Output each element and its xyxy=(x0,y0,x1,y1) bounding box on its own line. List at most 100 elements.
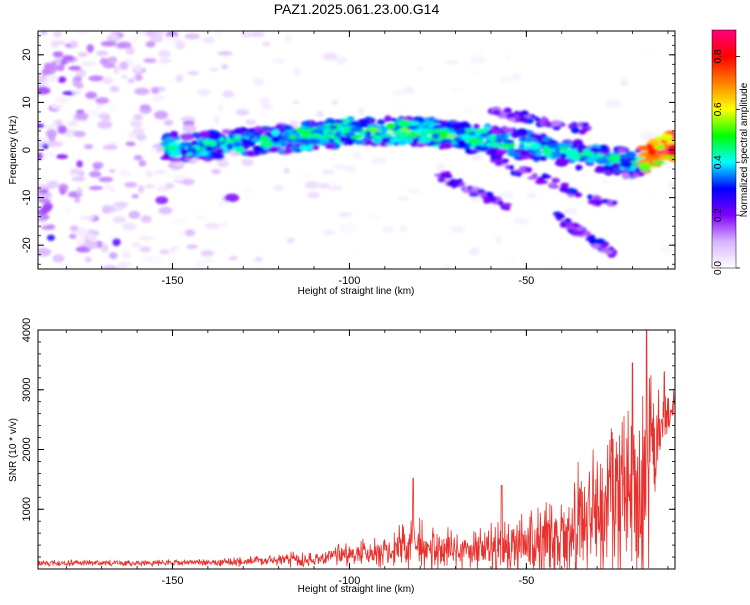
spectrogram-cell xyxy=(100,40,117,47)
spectrogram-cell xyxy=(250,31,265,38)
spectrogram-cell xyxy=(133,155,143,161)
spectrogram-cell xyxy=(179,133,192,141)
spectrogram-cell xyxy=(483,125,491,131)
spectrogram-cell xyxy=(415,66,425,73)
spectrogram-cell xyxy=(300,174,311,179)
spectrogram-cell xyxy=(271,129,280,137)
spectrogram-cell xyxy=(595,157,610,165)
spectrogram-cell xyxy=(595,165,605,172)
snr-y-tick-label: 1000 xyxy=(21,497,33,521)
spectrogram-cell xyxy=(215,31,223,39)
spectrogram-cell xyxy=(75,112,89,121)
spectrogram-cell xyxy=(133,126,145,136)
spectrogram-cell xyxy=(147,256,163,266)
spectrogram-cell xyxy=(435,163,446,172)
spectrogram-cell xyxy=(551,150,562,159)
spectrogram-cell xyxy=(99,57,109,66)
spectrogram-cell xyxy=(86,43,94,53)
spectrogram-cell xyxy=(174,40,186,50)
spectrogram-y-label: Frequency (Hz) xyxy=(8,116,19,185)
spectrogram-cell xyxy=(38,188,49,194)
snr-x-label: Height of straight line (km) xyxy=(298,584,415,595)
spectrogram-cell xyxy=(127,78,135,84)
spectrogram-cell xyxy=(125,141,136,147)
spectrogram-cell xyxy=(367,214,381,220)
spectrogram-cell xyxy=(245,150,256,157)
spectrogram-cell xyxy=(133,31,148,36)
spectrogram-cell xyxy=(261,103,274,110)
spectrogram-cell xyxy=(122,54,137,59)
spectrogram-cell xyxy=(146,146,158,154)
snr-x-tick-label: -100 xyxy=(338,575,360,587)
spectrogram-cell xyxy=(623,156,636,162)
spectrogram-cell xyxy=(511,73,522,81)
spectrogram-cell xyxy=(259,97,270,106)
spectrogram-cell xyxy=(222,90,235,98)
spectrogram-cell xyxy=(352,247,363,255)
spectrogram-cell xyxy=(38,198,52,204)
spectrogram-y-tick-label: 0 xyxy=(21,147,33,153)
spectrogram-cell xyxy=(343,131,356,137)
spectrogram-cell xyxy=(100,244,109,253)
spectrogram-cell xyxy=(384,115,392,123)
spectrogram-cell xyxy=(202,36,215,44)
spectrogram-cell xyxy=(245,119,257,126)
spectrogram-cell xyxy=(292,67,302,77)
spectrogram-cell xyxy=(500,160,508,164)
spectrogram-cell xyxy=(98,193,111,200)
spectrogram-cell xyxy=(109,168,116,173)
spectrogram-cell xyxy=(468,247,480,256)
spectrogram-cell xyxy=(57,76,67,83)
spectrogram-cell xyxy=(498,190,515,200)
spectrogram-cell xyxy=(467,189,478,194)
spectrogram-cell xyxy=(601,179,611,185)
spectrogram-cells xyxy=(38,31,675,269)
spectrogram-cell xyxy=(380,137,391,144)
spectrogram-cell xyxy=(476,192,487,197)
spectrogram-cell xyxy=(520,166,526,173)
spectrogram-cell xyxy=(432,124,443,130)
spectrogram-cell xyxy=(308,133,323,139)
spectrogram-cell xyxy=(153,169,167,175)
spectrogram-cell xyxy=(107,56,118,65)
spectrogram-cell xyxy=(43,62,57,69)
spectrogram-cell xyxy=(515,171,522,177)
spectrogram-cell xyxy=(151,94,165,102)
spectrogram-cell xyxy=(88,186,104,191)
spectrogram-cell xyxy=(575,164,582,171)
spectrogram-cell xyxy=(83,144,94,150)
spectrogram-cell xyxy=(592,195,600,200)
spectrogram-cell xyxy=(76,187,83,196)
spectrogram-cell xyxy=(587,194,593,200)
spectrogram-cell xyxy=(165,182,175,189)
snr-y-label: SNR (10 * v/v) xyxy=(8,418,19,482)
spectrogram-cell xyxy=(617,147,627,154)
spectrogram-cell xyxy=(406,125,419,130)
spectrogram-cell xyxy=(582,230,592,236)
spectrogram-cell xyxy=(444,59,460,65)
spectrogram-cell xyxy=(136,133,147,141)
spectrogram-cell xyxy=(576,227,585,231)
spectrogram-cell xyxy=(343,165,356,173)
spectrogram-cell xyxy=(559,186,569,193)
spectrogram-cell xyxy=(560,182,570,188)
spectrogram-cell xyxy=(101,76,114,85)
spectrogram-cell xyxy=(660,245,673,254)
spectrogram-cell xyxy=(149,35,163,43)
spectrogram-cell xyxy=(53,31,62,38)
spectrogram-cell xyxy=(213,115,220,124)
colorbar-gradient xyxy=(711,29,737,269)
spectrogram-cell xyxy=(140,215,152,223)
spectrogram-cell xyxy=(316,125,328,131)
spectrogram-cell xyxy=(473,50,487,57)
spectrogram-cell xyxy=(191,132,199,138)
spectrogram-cell xyxy=(281,132,291,138)
spectrogram-cell xyxy=(358,107,365,116)
spectrogram-cell xyxy=(42,143,49,150)
spectrogram-cell xyxy=(315,111,325,118)
spectrogram-cell xyxy=(501,127,514,133)
spectrogram-cell xyxy=(182,120,195,127)
spectrogram-cell xyxy=(59,261,73,269)
spectrogram-cell xyxy=(567,224,575,230)
spectrogram-cell xyxy=(474,145,484,150)
